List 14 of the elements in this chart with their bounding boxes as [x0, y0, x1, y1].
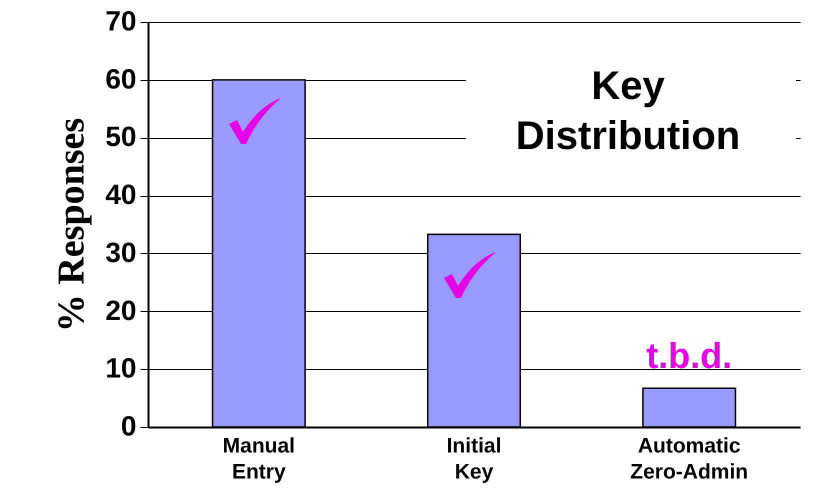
y-axis-title: % Responses [50, 118, 92, 332]
y-tick-label: 40 [105, 179, 136, 210]
y-tick-label: 70 [105, 6, 136, 36]
y-tick-label: 30 [105, 236, 136, 268]
x-tick-label: Manual Entry [222, 434, 295, 484]
x-tick-label: Automatic Zero-Admin [630, 434, 748, 484]
text: Key Distribution [516, 64, 740, 158]
y-tick-label: 10 [105, 352, 136, 384]
y-tick-label: 60 [105, 63, 136, 94]
y-tick-label: 20 [105, 294, 136, 326]
y-tick-label: 50 [105, 121, 136, 152]
y-tick-label: 0 [120, 410, 136, 442]
x-tick-label: Initial Key [446, 434, 502, 484]
annotation: t.b.d. [646, 335, 732, 376]
